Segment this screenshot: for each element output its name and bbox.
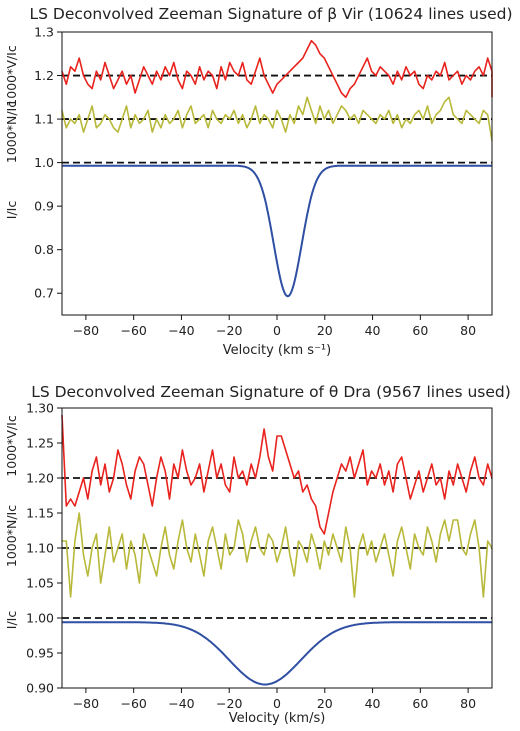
y-tick-label: 1.25 (26, 436, 54, 451)
series-line-I (62, 621, 492, 686)
x-tick-label: 60 (412, 696, 428, 711)
series-line-V (61, 39, 493, 99)
y-axis-label: I/Ic (4, 201, 19, 220)
x-tick-label: −40 (168, 696, 194, 711)
y-tick-label: 1.10 (26, 541, 54, 556)
x-tick-label: −80 (73, 323, 99, 338)
series-line-N (62, 512, 493, 598)
chart-title: LS Deconvolved Zeeman Signature of θ Dra… (31, 383, 511, 401)
y-tick-label: 1.3 (34, 25, 54, 40)
x-tick-label: −40 (168, 323, 194, 338)
x-tick-label: −60 (120, 696, 146, 711)
x-tick-label: 20 (317, 696, 333, 711)
y-axis-label: 1000*N/Ic (4, 101, 19, 163)
y-tick-label: 1.00 (26, 611, 54, 626)
y-tick-label: 1.2 (34, 68, 54, 83)
y-tick-label: 0.8 (34, 242, 54, 257)
x-tick-label: 20 (317, 323, 333, 338)
series-line-N (61, 96, 493, 141)
y-tick-label: 1.15 (26, 506, 54, 521)
y-tick-label: 1.1 (34, 112, 54, 127)
y-axis-label: 1000*V/Ic (4, 415, 19, 477)
y-tick-label: 1.20 (26, 471, 54, 486)
x-tick-label: 0 (273, 323, 281, 338)
y-tick-label: 0.9 (34, 199, 54, 214)
x-tick-label: 0 (273, 696, 281, 711)
x-tick-label: 80 (460, 323, 476, 338)
y-tick-label: 1.05 (26, 576, 54, 591)
x-tick-label: 40 (365, 696, 381, 711)
x-tick-label: −60 (120, 323, 146, 338)
series-line-V (61, 414, 493, 535)
y-tick-label: 0.95 (26, 646, 54, 661)
y-tick-label: 1.0 (34, 155, 54, 170)
x-tick-label: 60 (412, 323, 428, 338)
plot-frame (61, 31, 493, 316)
y-axis-label: 1000*V/Ic (4, 45, 19, 107)
series-line-I (62, 164, 492, 298)
chart-panel-2: LS Deconvolved Zeeman Signature of θ Dra… (4, 383, 511, 726)
y-axis-label: 1000*N/Ic (4, 505, 19, 567)
y-tick-label: 0.90 (26, 681, 54, 696)
x-tick-label: −80 (73, 696, 99, 711)
x-tick-label: 40 (365, 323, 381, 338)
x-tick-label: 80 (460, 696, 476, 711)
x-tick-label: −20 (216, 696, 242, 711)
x-axis-label: Velocity (km s⁻¹) (223, 343, 331, 358)
x-axis-label: Velocity (km/s) (229, 711, 326, 726)
chart-panel-1: LS Deconvolved Zeeman Signature of β Vir… (4, 5, 513, 358)
y-tick-label: 1.30 (26, 401, 54, 416)
y-tick-label: 0.7 (34, 286, 54, 301)
x-tick-label: −20 (216, 323, 242, 338)
y-axis-label: I/Ic (4, 611, 19, 630)
chart-title: LS Deconvolved Zeeman Signature of β Vir… (29, 5, 512, 23)
